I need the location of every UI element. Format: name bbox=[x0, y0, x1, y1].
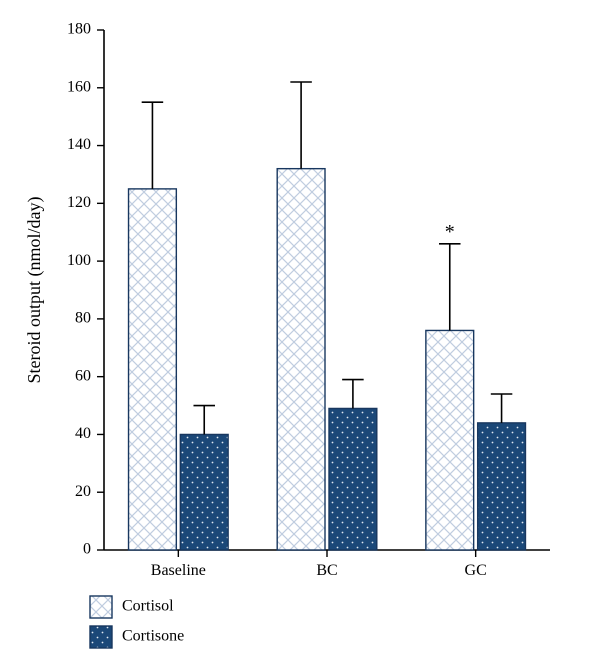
legend-label-cortisol: Cortisol bbox=[122, 598, 174, 615]
y-tick-label: 40 bbox=[75, 425, 91, 442]
y-tick-label: 20 bbox=[75, 483, 91, 500]
x-tick-label: GC bbox=[465, 562, 487, 579]
bar-cortisol-baseline bbox=[129, 189, 177, 550]
y-tick-label: 140 bbox=[67, 136, 91, 153]
bar-cortisone-baseline bbox=[180, 434, 228, 550]
significance-marker: * bbox=[445, 221, 455, 243]
bar-cortisol-bc bbox=[277, 169, 325, 550]
x-tick-label: BC bbox=[316, 562, 337, 579]
y-tick-label: 80 bbox=[75, 310, 91, 327]
y-tick-label: 60 bbox=[75, 367, 91, 384]
bar-cortisone-bc bbox=[329, 408, 377, 550]
y-tick-label: 180 bbox=[67, 21, 91, 38]
y-tick-label: 0 bbox=[83, 541, 91, 558]
x-tick-label: Baseline bbox=[151, 562, 206, 579]
y-tick-label: 120 bbox=[67, 194, 91, 211]
y-tick-label: 160 bbox=[67, 78, 91, 95]
legend-swatch-cortisone bbox=[90, 626, 112, 648]
bar-cortisone-gc bbox=[478, 423, 526, 550]
y-axis-label: Steroid output (nmol/day) bbox=[24, 197, 45, 384]
y-tick-label: 100 bbox=[67, 252, 91, 269]
chart-canvas: 0 20 40 60 80 100 120 140 160 180 Steroid output (… bbox=[0, 0, 600, 657]
bar-cortisol-gc bbox=[426, 330, 474, 550]
steroid-output-chart: 0 20 40 60 80 100 120 140 160 180 Steroid output (… bbox=[0, 0, 600, 657]
legend-swatch-cortisol bbox=[90, 596, 112, 618]
legend-label-cortisone: Cortisone bbox=[122, 628, 184, 645]
